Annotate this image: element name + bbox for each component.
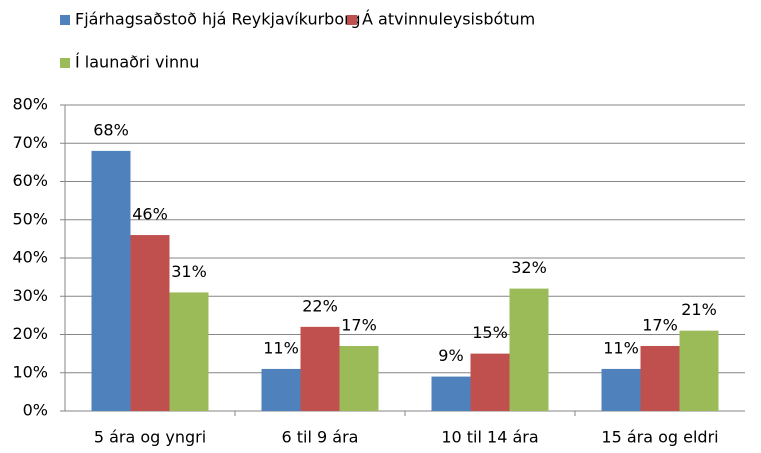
legend-swatch xyxy=(60,15,70,25)
y-tick-label: 0% xyxy=(23,401,48,420)
bar xyxy=(679,330,719,411)
bar xyxy=(470,353,510,411)
data-label: 17% xyxy=(642,315,678,334)
y-tick-label: 60% xyxy=(12,171,48,190)
y-tick-label: 10% xyxy=(12,362,48,381)
bar xyxy=(300,326,340,411)
x-tick-label: 15 ára og eldri xyxy=(601,428,718,447)
bar xyxy=(640,345,680,411)
bar xyxy=(431,376,471,411)
legend-label: Í launaðri vinnu xyxy=(75,53,199,72)
legend-swatch xyxy=(347,15,357,25)
data-label: 21% xyxy=(681,300,717,319)
data-label: 22% xyxy=(302,296,338,315)
data-label: 9% xyxy=(438,346,463,365)
bar xyxy=(169,292,209,411)
data-label: 31% xyxy=(171,262,207,281)
bar xyxy=(91,150,131,411)
data-label: 11% xyxy=(603,338,639,357)
bar xyxy=(130,235,170,411)
data-label: 68% xyxy=(93,120,129,139)
y-tick-label: 30% xyxy=(12,286,48,305)
x-tick-label: 5 ára og yngri xyxy=(94,428,206,447)
data-label: 15% xyxy=(472,323,508,342)
y-tick-label: 50% xyxy=(12,209,48,228)
data-label: 32% xyxy=(511,258,547,277)
bar xyxy=(339,345,379,411)
y-tick-label: 20% xyxy=(12,324,48,343)
x-tick-label: 10 til 14 ára xyxy=(441,428,538,447)
x-tick-label: 6 til 9 ára xyxy=(282,428,359,447)
bar xyxy=(509,288,549,411)
bar xyxy=(261,368,301,411)
legend-label: Á atvinnuleysisbótum xyxy=(362,10,535,29)
data-label: 11% xyxy=(263,338,299,357)
data-label: 17% xyxy=(341,315,377,334)
bar xyxy=(601,368,641,411)
legend-label: Fjárhagsaðstoð hjá Reykjavíkurborg xyxy=(75,10,361,29)
y-tick-label: 70% xyxy=(12,133,48,152)
legend-swatch xyxy=(60,58,70,68)
data-label: 46% xyxy=(132,205,168,224)
y-tick-label: 40% xyxy=(12,248,48,267)
y-tick-label: 80% xyxy=(12,95,48,114)
